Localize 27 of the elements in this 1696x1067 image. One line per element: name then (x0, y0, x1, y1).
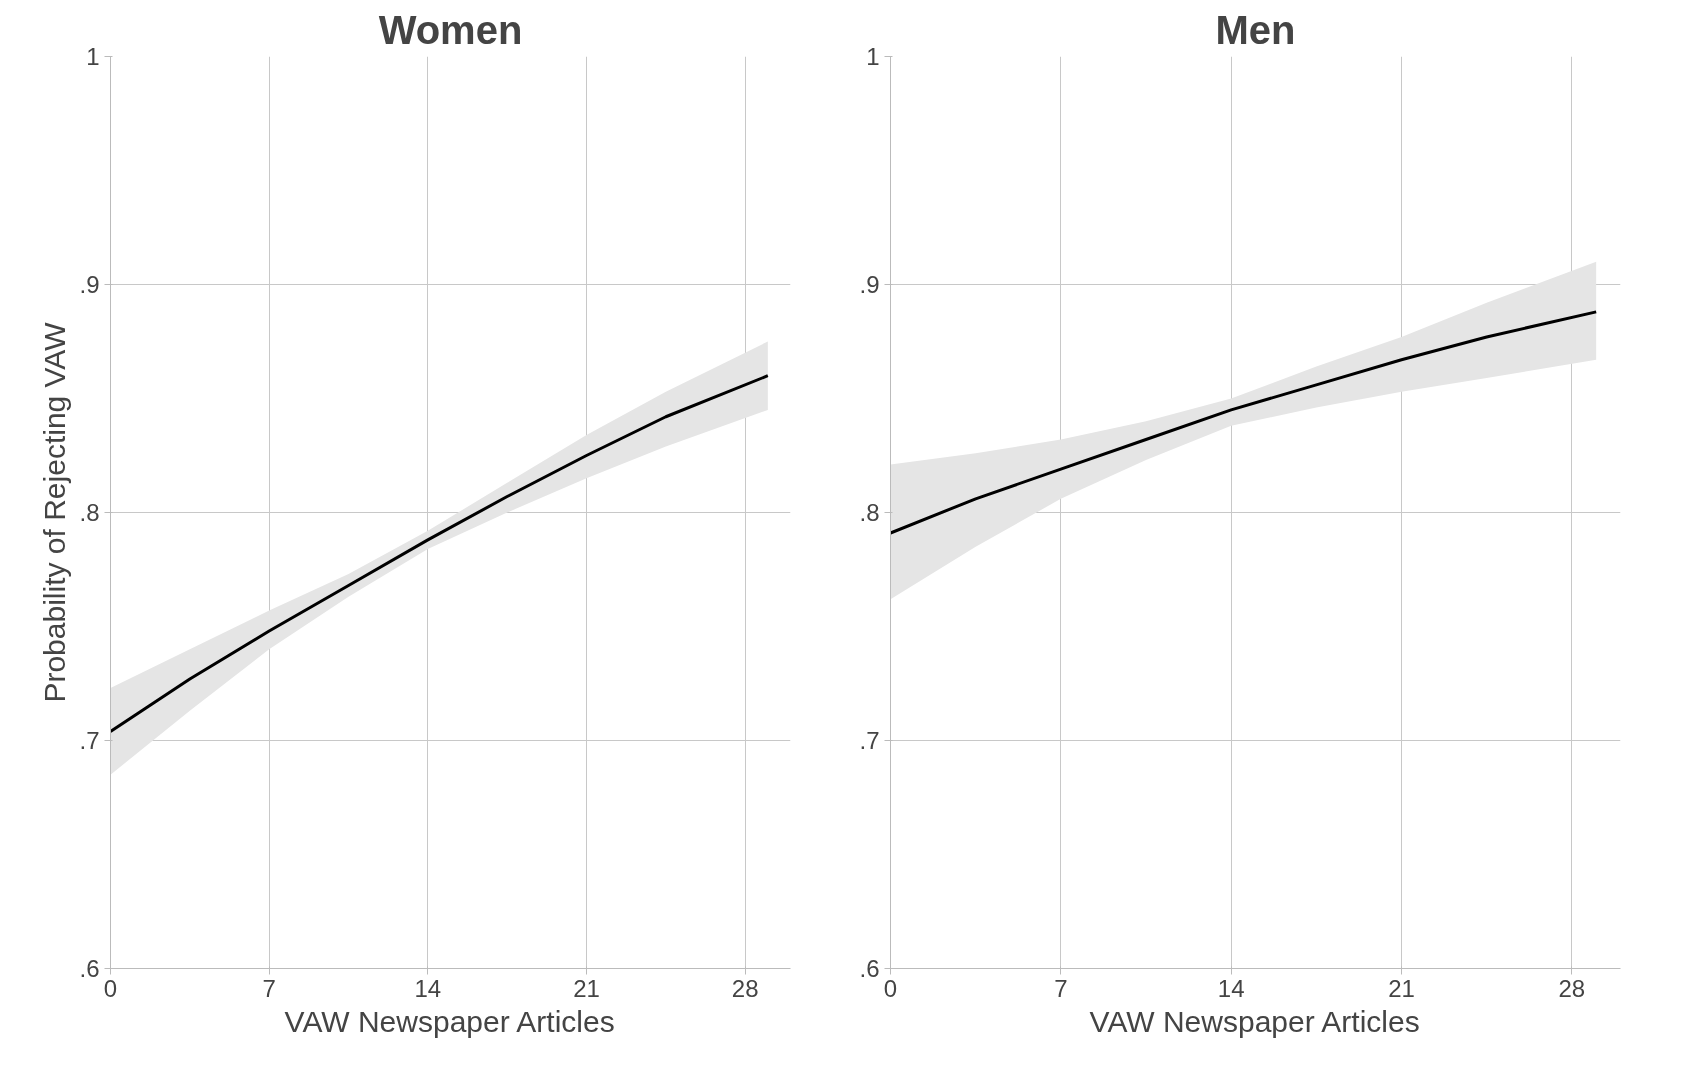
y-tick-label: .9 (79, 271, 100, 298)
y-axis-title: Probability of Rejecting VAW (38, 321, 72, 703)
y-tick-label: .7 (859, 727, 880, 754)
y-tick-label: .6 (79, 955, 100, 982)
x-tick-label: 0 (103, 974, 118, 1002)
x-tick-label: 21 (1388, 974, 1415, 1002)
x-tick-label: 7 (262, 974, 276, 1002)
x-tick-label: 14 (414, 974, 442, 1002)
x-axis-title: VAW Newspaper Articles (284, 1004, 615, 1038)
y-tick-label: .8 (79, 499, 100, 526)
y-tick-label: .7 (79, 727, 100, 754)
line-series (110, 374, 770, 733)
chart-title: Women (378, 7, 523, 52)
x-tick-label: 28 (731, 974, 759, 1002)
x-tick-label: 0 (883, 974, 898, 1002)
x-tick-label: 14 (1217, 974, 1245, 1002)
y-tick-label: .9 (859, 271, 880, 298)
y-tick-label: .8 (859, 499, 880, 526)
x-axis-title: VAW Newspaper Articles (1089, 1004, 1420, 1038)
line-series (890, 310, 1598, 535)
chart-title: Men (1215, 7, 1296, 52)
x-tick-label: 28 (1558, 974, 1586, 1002)
x-tick-label: 7 (1054, 974, 1068, 1002)
y-tick-label: 1 (866, 43, 880, 70)
x-tick-label: 21 (573, 974, 600, 1002)
y-tick-label: .6 (859, 955, 880, 982)
y-tick-label: 1 (86, 43, 100, 70)
